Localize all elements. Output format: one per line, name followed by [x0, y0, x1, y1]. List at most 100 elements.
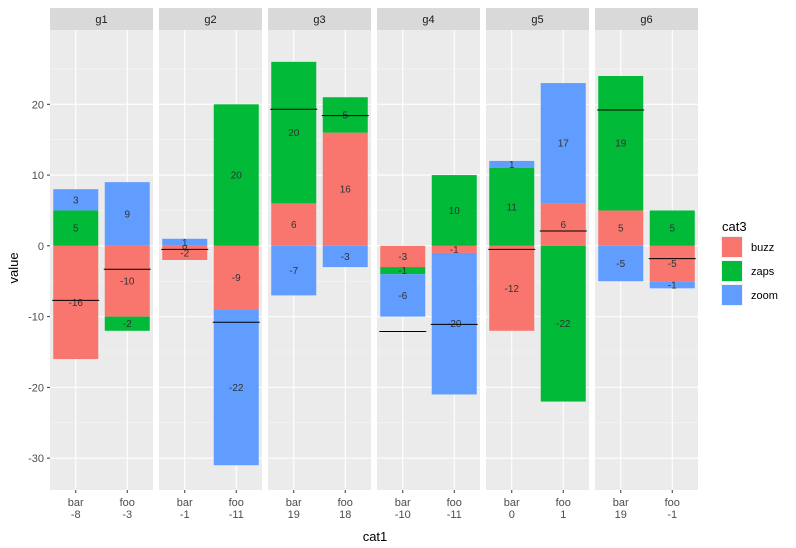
data-label: -1	[450, 245, 459, 256]
data-label: 6	[560, 220, 566, 231]
facet-strip-label: g3	[313, 14, 325, 26]
data-label: -3	[341, 252, 350, 263]
data-label: -22	[229, 383, 244, 394]
bar-segment-zoom	[489, 160, 535, 168]
data-label: -3	[398, 252, 407, 263]
data-label: -2	[180, 248, 189, 259]
data-label: 11	[507, 202, 518, 213]
x-tick-label: foo	[120, 497, 135, 509]
facet-strip	[50, 8, 153, 30]
bar-bar: 5 19 -5	[597, 76, 645, 282]
legend: cat3 buzz zaps zoom	[721, 219, 778, 306]
bar-foo: -5 5 -1	[648, 210, 696, 291]
bar-segment-buzz	[322, 132, 368, 246]
data-label: -22	[556, 319, 571, 330]
bar-segment-zoom	[162, 238, 208, 246]
x-tick-label: bar	[504, 497, 520, 509]
data-label: -10	[120, 277, 135, 288]
facet-strip	[377, 8, 480, 30]
data-label: -7	[289, 266, 298, 277]
x-tick-sublabel: -11	[229, 509, 244, 521]
y-tick-label: 0	[38, 241, 44, 253]
bar-segment-zoom	[380, 274, 426, 317]
x-tick-sublabel: -10	[395, 509, 411, 521]
bar-segment-buzz	[649, 245, 695, 282]
bar-segment-buzz	[213, 245, 259, 310]
bar-segment-zaps	[540, 245, 586, 402]
legend-label-zaps: zaps	[751, 266, 775, 278]
x-tick-sublabel: -11	[447, 509, 462, 521]
bar-foo: -10 -2 9	[103, 182, 151, 331]
x-tick-sublabel: 0	[509, 509, 515, 521]
bar-segment-zoom	[271, 245, 317, 296]
panel-g2: g2 -201 bar-1 -9 20 -22 foo-11	[159, 8, 262, 521]
bar-segment-zaps	[104, 316, 150, 331]
legend-key-zaps	[722, 261, 742, 281]
x-tick-sublabel: 18	[339, 509, 351, 521]
bar-segment-zaps	[322, 97, 368, 133]
data-label: 1	[509, 160, 515, 171]
x-tick-label: bar	[177, 497, 193, 509]
bar-segment-zaps	[380, 267, 426, 275]
data-label: 19	[615, 139, 627, 150]
y-tick-label: -30	[28, 453, 44, 465]
y-tick-label: -10	[28, 312, 44, 324]
bar-segment-zoom	[213, 309, 259, 466]
facet-panels: g1-1653bar-8-10-29foo-3g2-201bar-1-920-2…	[50, 8, 698, 521]
data-label: -12	[505, 284, 520, 295]
panel-g1: g1 -16 5 3 bar-8 -10 -2 9 foo-3	[50, 8, 153, 521]
bar-bar: -16 5 3	[52, 189, 100, 360]
data-label: -16	[69, 298, 84, 309]
data-label: 3	[73, 195, 79, 206]
data-label: 20	[231, 171, 243, 182]
x-tick-label: foo	[447, 497, 462, 509]
data-label: 5	[73, 224, 79, 235]
bar-foo: 165-3	[321, 97, 369, 268]
data-label: 1	[182, 238, 188, 249]
facet-strip-label: g2	[204, 14, 216, 26]
bar-bar: -3 -1 -6	[379, 245, 427, 332]
bar-segment-buzz	[540, 203, 586, 246]
data-label: -5	[668, 259, 677, 270]
bar-segment-zoom	[104, 182, 150, 246]
legend-key-zoom	[722, 285, 742, 305]
bar-segment-zaps	[649, 210, 695, 246]
x-tick-label: bar	[395, 497, 411, 509]
x-tick-sublabel: -1	[667, 509, 677, 521]
bar-segment-zoom	[540, 83, 586, 204]
data-label: 6	[291, 220, 297, 231]
x-tick-label: bar	[68, 497, 84, 509]
facet-strip	[268, 8, 371, 30]
data-label: 16	[340, 185, 352, 196]
x-tick-sublabel: 19	[615, 509, 627, 521]
data-label: 5	[618, 224, 624, 235]
data-label: -5	[616, 259, 625, 270]
data-label: -1	[398, 266, 407, 277]
data-label: 9	[124, 210, 130, 221]
bar-segment-zoom	[53, 189, 99, 211]
x-tick-sublabel: 19	[288, 509, 300, 521]
legend-title: cat3	[722, 219, 747, 234]
bar-segment-zoom	[598, 245, 644, 282]
bar-segment-zaps	[431, 175, 477, 246]
bar-foo: -9 20 -22	[212, 104, 260, 466]
bar-segment-buzz	[489, 245, 535, 331]
facet-strip-label: g4	[422, 14, 434, 26]
y-axis: -30 -20 -10 0 10 20	[28, 99, 50, 465]
data-label: 5	[669, 224, 675, 235]
bar-foo: 6 -22 17	[539, 83, 587, 402]
facet-strip-label: g6	[640, 14, 652, 26]
bar-segment-buzz	[431, 245, 477, 253]
data-label: 10	[449, 206, 461, 217]
data-label: 0	[182, 241, 188, 252]
legend-key-buzz	[722, 237, 742, 257]
bar-segment-zaps	[489, 168, 535, 246]
x-tick-sublabel: -3	[122, 509, 132, 521]
y-axis-title: value	[6, 252, 21, 283]
bar-segment-zoom	[431, 252, 477, 395]
legend-label-buzz: buzz	[751, 242, 774, 254]
